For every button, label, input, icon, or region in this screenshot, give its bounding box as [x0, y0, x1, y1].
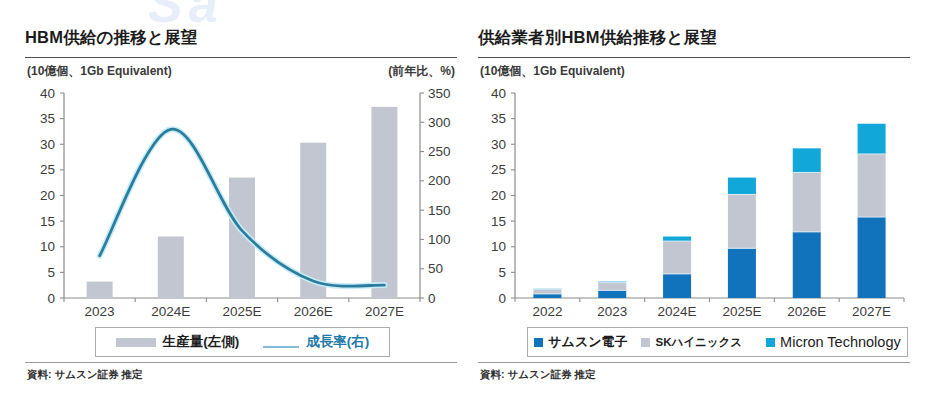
svg-text:15: 15: [491, 214, 506, 229]
panel-hbm-supply-trend: HBM供給の推移と展望 (10億個、1Gb Equivalent) (前年比、%…: [25, 26, 457, 398]
svg-text:20: 20: [40, 188, 55, 203]
svg-text:0: 0: [498, 291, 506, 306]
legend-item-samsung: サムスン電子: [534, 333, 627, 351]
legend-item-growth: 成長率(右): [263, 333, 369, 351]
samsung-swatch-icon: [534, 338, 543, 347]
axis-units-right-panel: (10億個、1Gb Equivalent): [478, 63, 910, 79]
legend-label-growth: 成長率(右): [306, 333, 369, 351]
svg-text:50: 50: [428, 261, 443, 276]
legend-label-micron: Micron Technology: [780, 334, 901, 350]
svg-text:25: 25: [40, 162, 55, 177]
source-note-left: 資料: サムスン証券 推定: [27, 368, 142, 382]
svg-text:2027E: 2027E: [365, 304, 404, 319]
title-rule-left: [25, 57, 457, 58]
legend-right: サムスン電子 SKハイニックス Micron Technology: [527, 327, 908, 357]
report-figure: Sa HBM供給の推移と展望 (10億個、1Gb Equivalent) (前年…: [0, 0, 925, 411]
svg-text:200: 200: [428, 173, 451, 188]
legend-item-production: 生産量(左側): [116, 333, 240, 351]
footer-rule-right: [478, 362, 910, 363]
svg-text:25: 25: [491, 162, 506, 177]
svg-text:2027E: 2027E: [852, 304, 891, 319]
svg-text:2026E: 2026E: [294, 304, 333, 319]
left-axis-unit-label: (10億個、1Gb Equivalent): [27, 63, 172, 80]
svg-text:35: 35: [40, 111, 55, 126]
svg-text:2025E: 2025E: [222, 304, 261, 319]
svg-text:40: 40: [40, 86, 55, 101]
legend-item-micron: Micron Technology: [766, 334, 901, 350]
svg-text:100: 100: [428, 232, 451, 247]
source-note-right: 資料: サムスン証券 推定: [480, 368, 595, 382]
legend-label-production: 生産量(左側): [163, 333, 240, 351]
legend-label-skhynix: SKハイニックス: [655, 335, 742, 350]
svg-text:15: 15: [40, 214, 55, 229]
y-axis-unit-label: (10億個、1Gb Equivalent): [480, 63, 625, 80]
line-swatch-icon: [263, 346, 299, 349]
svg-text:2024E: 2024E: [658, 304, 697, 319]
legend-item-skhynix: SKハイニックス: [641, 335, 742, 350]
svg-text:250: 250: [428, 144, 451, 159]
axis-units-left-panel: (10億個、1Gb Equivalent) (前年比、%): [25, 63, 457, 79]
bar-line-chart: 0 5 10 15 20 25 30 35 40 0 50 100 150 200 250 300 350 202…: [25, 83, 457, 325]
svg-text:40: 40: [491, 86, 506, 101]
svg-text:2024E: 2024E: [151, 304, 190, 319]
svg-text:0: 0: [428, 291, 436, 306]
svg-text:5: 5: [47, 265, 55, 280]
right-axis-unit-label: (前年比、%): [388, 63, 455, 80]
svg-text:2026E: 2026E: [787, 304, 826, 319]
panel-hbm-supply-by-vendor: 供給業者別HBM供給推移と展望 (10億個、1Gb Equivalent) 0 5…: [478, 26, 910, 398]
svg-text:10: 10: [491, 239, 506, 254]
svg-text:30: 30: [40, 137, 55, 152]
svg-text:300: 300: [428, 115, 451, 130]
svg-text:2022: 2022: [532, 304, 562, 319]
svg-text:30: 30: [491, 137, 506, 152]
svg-text:35: 35: [491, 111, 506, 126]
skhynix-swatch-icon: [641, 338, 650, 347]
svg-text:20: 20: [491, 188, 506, 203]
svg-text:10: 10: [40, 239, 55, 254]
svg-text:150: 150: [428, 203, 451, 218]
footer-rule-left: [25, 362, 457, 363]
title-rule-right: [478, 57, 910, 58]
bar-swatch-icon: [116, 338, 156, 347]
stacked-bar-chart: 0 5 10 15 20 25 30 35 40 2022 2023 2024E 2025E 2026E 2…: [478, 83, 910, 325]
svg-text:350: 350: [428, 86, 451, 101]
chart-title-right: 供給業者別HBM供給推移と展望: [478, 26, 910, 48]
svg-text:2023: 2023: [85, 304, 115, 319]
chart-title-left: HBM供給の推移と展望: [25, 26, 457, 48]
legend-left: 生産量(左側) 成長率(右): [95, 327, 390, 357]
micron-swatch-icon: [766, 338, 775, 347]
svg-text:2023: 2023: [597, 304, 627, 319]
svg-text:2025E: 2025E: [722, 304, 761, 319]
svg-text:0: 0: [47, 291, 55, 306]
svg-text:5: 5: [498, 265, 506, 280]
legend-label-samsung: サムスン電子: [548, 333, 627, 351]
